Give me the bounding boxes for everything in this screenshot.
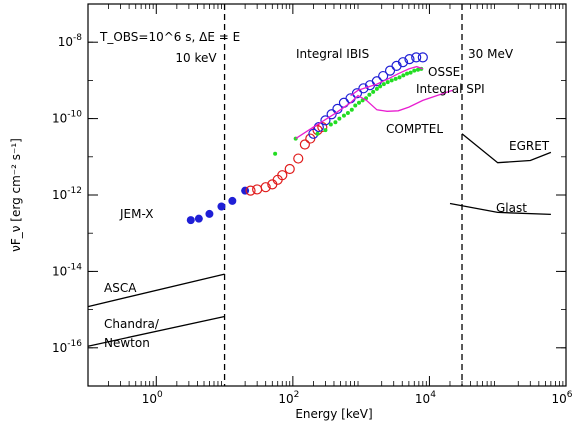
- series-label: OSSE: [428, 65, 460, 79]
- series-point: [317, 121, 328, 133]
- integral-ibis-point: [404, 54, 415, 65]
- integral-ibis-point: [384, 65, 396, 76]
- integral-spi-point: [356, 100, 361, 105]
- series-label: EGRET: [509, 139, 550, 153]
- series-label: Glast: [496, 201, 527, 215]
- integral-ibis-point: [358, 83, 369, 94]
- y-tick-label: 10-16: [52, 339, 82, 355]
- series-point: [284, 163, 295, 175]
- integral-spi-point: [397, 75, 402, 80]
- comptel-line: [295, 89, 454, 140]
- integral-ibis-point: [417, 52, 428, 63]
- integral-spi-point: [337, 116, 342, 121]
- integral-spi-point: [353, 103, 358, 108]
- integral-spi-point: [378, 84, 383, 89]
- y-tick-label: 10-12: [52, 186, 82, 202]
- x-tick-label: 106: [551, 390, 572, 406]
- integral-ibis-point: [397, 57, 409, 68]
- integral-spi-point: [273, 151, 278, 156]
- annotation-labels: JEM-X Integral IBIS OSSE Integral SPI COMPTE…: [104, 47, 550, 350]
- osse-line: [350, 65, 424, 97]
- plot-frame: [87, 3, 567, 387]
- jem-x-point: [205, 209, 214, 218]
- x-tick-label: 104: [415, 390, 436, 406]
- integral-spi-point: [385, 80, 390, 85]
- integral-ibis-point: [411, 52, 422, 63]
- series-label: COMPTEL: [386, 122, 443, 136]
- integral-spi-point: [389, 78, 394, 83]
- integral-spi-point: [345, 111, 350, 116]
- integral-spi-point: [323, 128, 328, 133]
- integral-spi-point: [315, 131, 320, 136]
- integral-spi-point: [341, 113, 346, 118]
- integral-spi-point: [393, 76, 398, 81]
- integral-ibis-point: [371, 76, 382, 87]
- integral-spi-point: [415, 67, 420, 72]
- integral-spi-point: [401, 73, 406, 78]
- integral-spi-point: [333, 120, 338, 125]
- jem-x-point: [186, 216, 195, 225]
- x-tick-label: 100: [142, 390, 163, 406]
- y-tick-label: 10-14: [52, 262, 82, 278]
- series-label: Integral SPI: [416, 82, 485, 96]
- series-label: Newton: [104, 336, 150, 350]
- integral-spi-point: [371, 89, 376, 94]
- series-label: Integral IBIS: [296, 47, 369, 61]
- series-point: [260, 182, 271, 193]
- jem-x-point: [228, 196, 237, 205]
- integral-spi-point: [328, 122, 333, 127]
- series-label: Chandra/: [104, 317, 160, 331]
- integral-spi-point: [349, 107, 354, 112]
- integral-spi-point: [408, 70, 413, 75]
- reference-lines: 10 keV 30 MeV: [175, 4, 514, 386]
- series-label: JEM-X: [119, 207, 153, 221]
- series-point: [245, 185, 256, 196]
- integral-spi-point: [374, 86, 379, 91]
- series-point: [252, 184, 263, 195]
- jem-x-point: [194, 214, 203, 223]
- egret-line: [461, 133, 552, 164]
- series-point: [299, 139, 310, 150]
- series-label: ASCA: [104, 281, 137, 295]
- x-tick-label: 102: [278, 390, 299, 406]
- vline-label: 10 keV: [175, 51, 217, 65]
- data-series: [87, 52, 552, 347]
- y-axis-label: νF_ν [erg cm⁻² s⁻¹]: [9, 138, 23, 252]
- jem-x-point: [241, 186, 250, 195]
- asca-line: [87, 273, 225, 308]
- integral-spi-point: [405, 71, 410, 76]
- y-tick-label: 10-10: [52, 110, 82, 126]
- jem-x-point: [217, 202, 226, 211]
- chandra-newton-line: [87, 315, 225, 347]
- integral-ibis-point: [320, 115, 331, 126]
- integral-ibis-point: [326, 109, 337, 120]
- vline-label: 30 MeV: [468, 47, 514, 61]
- series-point: [293, 153, 304, 164]
- integral-ibis-point: [351, 88, 363, 99]
- y-tick-label: 10-8: [58, 33, 83, 49]
- series-point: [277, 170, 288, 181]
- integral-spi-point: [381, 82, 386, 87]
- x-axis-label: Energy [keV]: [295, 407, 372, 421]
- glast-line: [449, 202, 551, 216]
- integral-spi-point: [367, 92, 372, 97]
- obs-note: T_OBS=10^6 s, ΔE = E: [99, 30, 240, 44]
- integral-spi-point: [412, 68, 417, 73]
